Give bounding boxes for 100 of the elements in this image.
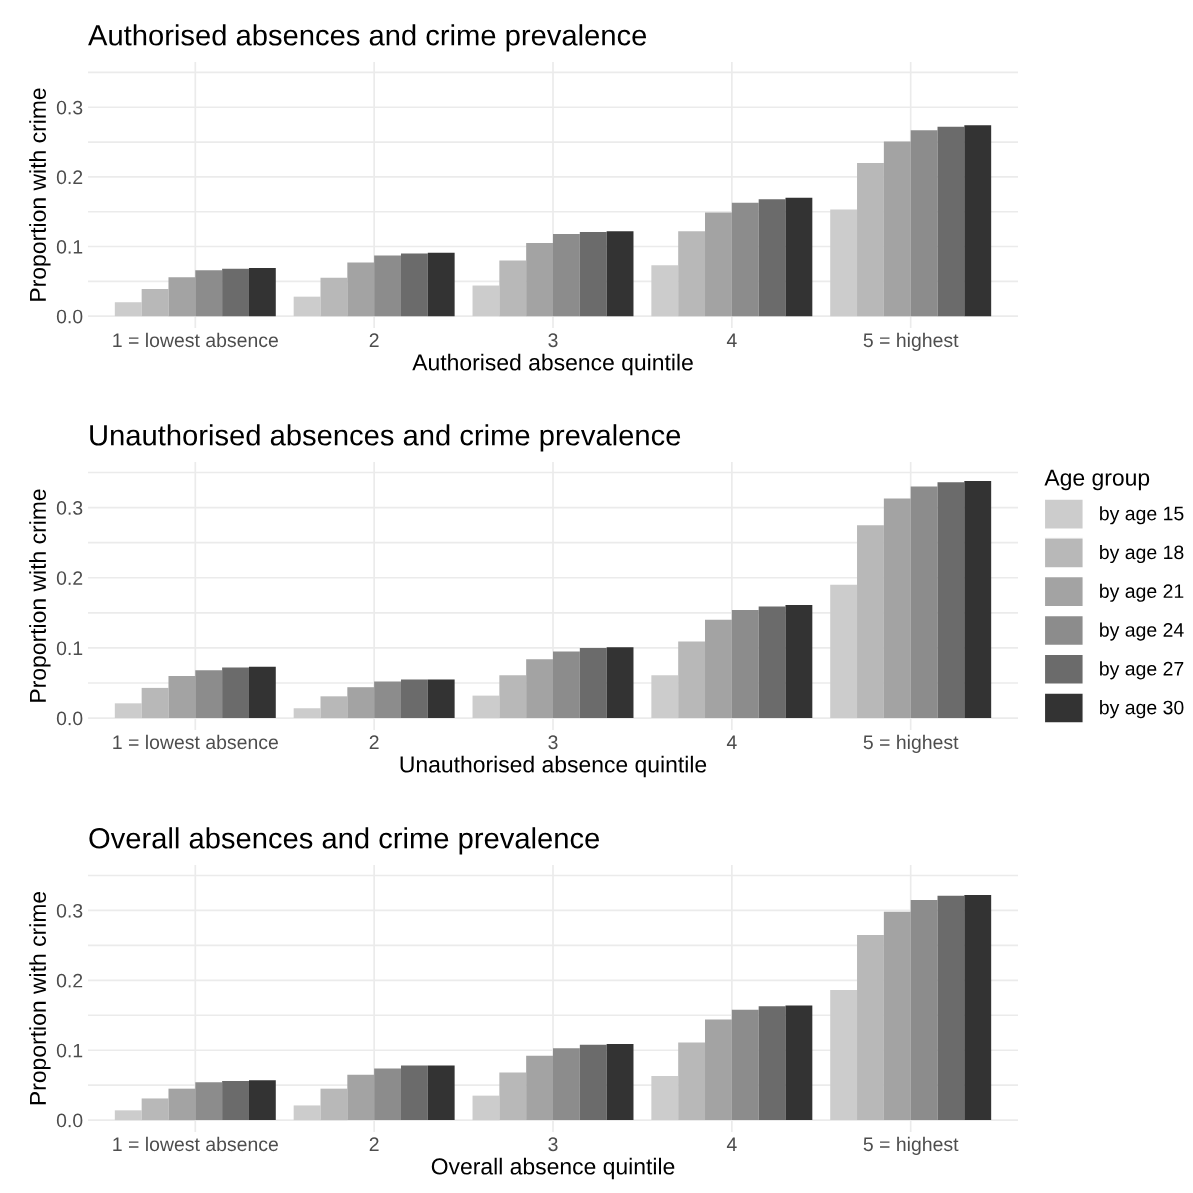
bar (141, 289, 169, 317)
bar (785, 1005, 813, 1121)
y-tick-label: 0.3 (56, 100, 83, 115)
bar (141, 687, 169, 719)
bar (168, 1088, 196, 1121)
y-tick-label: 0.3 (56, 903, 83, 918)
bar (579, 1044, 607, 1121)
bar (937, 482, 965, 719)
legend-label: by age 30 (1100, 700, 1184, 719)
bar (472, 695, 500, 719)
bar (910, 486, 938, 719)
bar (526, 659, 553, 719)
legend-label: by age 24 (1100, 622, 1184, 641)
y-tick-label: 0.1 (56, 240, 83, 254)
bar (374, 681, 401, 719)
bar (526, 1055, 553, 1121)
bar (553, 651, 580, 719)
bar (499, 1072, 527, 1121)
bar (114, 1110, 142, 1121)
bar (731, 610, 759, 719)
bar (883, 498, 911, 719)
x-tick-label: 5 = highest (863, 332, 959, 351)
bar (472, 285, 500, 317)
y-axis-title: Proportion with crime (29, 489, 51, 702)
bar (347, 687, 375, 719)
bar (114, 703, 142, 719)
bar (168, 277, 196, 317)
bar (248, 268, 276, 317)
bar (553, 1048, 580, 1121)
x-tick-label: 5 = highest (863, 734, 959, 753)
legend-label: by age 15 (1100, 506, 1184, 525)
bar (964, 480, 992, 719)
bar (705, 1019, 732, 1121)
y-tick-label: 0.3 (56, 501, 83, 515)
y-axis-title: Proportion with crime (29, 891, 51, 1105)
bar (651, 1076, 679, 1121)
bar (526, 243, 553, 317)
bar (400, 679, 428, 719)
y-tick-label: 0.2 (56, 973, 83, 988)
bar (293, 296, 321, 317)
bar (222, 268, 249, 317)
bar (248, 1080, 276, 1121)
bar (705, 212, 732, 317)
bar (678, 1042, 706, 1121)
bar (553, 233, 580, 317)
bar (606, 647, 634, 719)
bar (347, 262, 375, 317)
y-tick-label: 0.2 (56, 571, 83, 585)
bar (964, 895, 992, 1121)
bar (400, 1065, 428, 1121)
bar (910, 130, 938, 317)
bar (678, 231, 706, 317)
bar (651, 265, 679, 317)
bar (499, 675, 527, 719)
bar (293, 708, 321, 719)
bar (910, 899, 938, 1121)
bar (964, 125, 992, 317)
x-tick-label: 1 = lowest absence (113, 734, 278, 750)
bar (248, 666, 276, 719)
bar (651, 675, 679, 719)
bar (347, 1074, 375, 1121)
bar (195, 270, 223, 317)
bar (499, 260, 527, 317)
bar (168, 675, 196, 719)
bar (427, 252, 455, 317)
bar (320, 696, 348, 719)
chart-title: Overall absences and crime prevalence (89, 827, 599, 855)
x-tick-label: 1 = lowest absence (113, 1136, 278, 1152)
x-tick-label: 3 (548, 333, 558, 348)
bar (883, 141, 911, 317)
y-tick-label: 0.0 (56, 711, 83, 726)
x-axis-title: Authorised absence quintile (412, 353, 693, 376)
x-tick-label: 5 = highest (863, 1136, 959, 1155)
chart-title: Authorised absences and crime prevalence (88, 24, 647, 52)
x-tick-label: 3 (548, 1137, 558, 1152)
x-tick-label: 4 (726, 333, 737, 347)
bar (374, 1068, 401, 1121)
x-tick-label: 4 (726, 1137, 737, 1151)
x-tick-label: 2 (369, 333, 379, 347)
x-tick-label: 3 (548, 735, 558, 750)
bar (141, 1098, 169, 1121)
bar (427, 1065, 455, 1121)
bar (606, 231, 634, 317)
bar (293, 1105, 321, 1121)
bar (937, 895, 965, 1121)
bar (114, 302, 142, 317)
y-axis-title: Proportion with crime (29, 88, 51, 301)
bar (400, 253, 428, 317)
bar (222, 1080, 249, 1121)
x-tick-label: 1 = lowest absence (113, 332, 278, 348)
bar (758, 606, 786, 719)
bar (731, 202, 759, 317)
bar (758, 1006, 786, 1121)
bar (785, 605, 813, 719)
bar (222, 667, 249, 719)
bar (195, 1082, 223, 1121)
y-tick-label: 0.2 (56, 170, 83, 185)
bar (374, 255, 401, 317)
bar (830, 584, 858, 719)
y-tick-label: 0.1 (56, 1043, 83, 1058)
